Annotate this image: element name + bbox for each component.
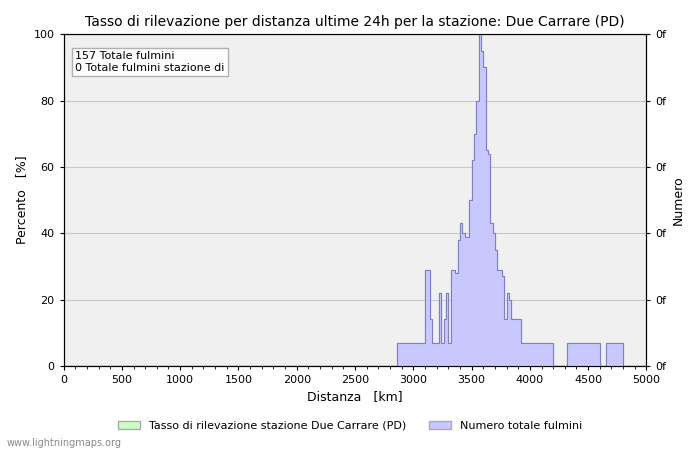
Legend: Tasso di rilevazione stazione Due Carrare (PD), Numero totale fulmini: Tasso di rilevazione stazione Due Carrar… xyxy=(113,417,587,436)
Text: www.lightningmaps.org: www.lightningmaps.org xyxy=(7,438,122,448)
Title: Tasso di rilevazione per distanza ultime 24h per la stazione: Due Carrare (PD): Tasso di rilevazione per distanza ultime… xyxy=(85,15,625,29)
Y-axis label: Numero: Numero xyxy=(672,176,685,225)
X-axis label: Distanza   [km]: Distanza [km] xyxy=(307,391,402,404)
Y-axis label: Percento   [%]: Percento [%] xyxy=(15,156,28,244)
Text: 157 Totale fulmini
0 Totale fulmini stazione di: 157 Totale fulmini 0 Totale fulmini staz… xyxy=(75,51,225,72)
